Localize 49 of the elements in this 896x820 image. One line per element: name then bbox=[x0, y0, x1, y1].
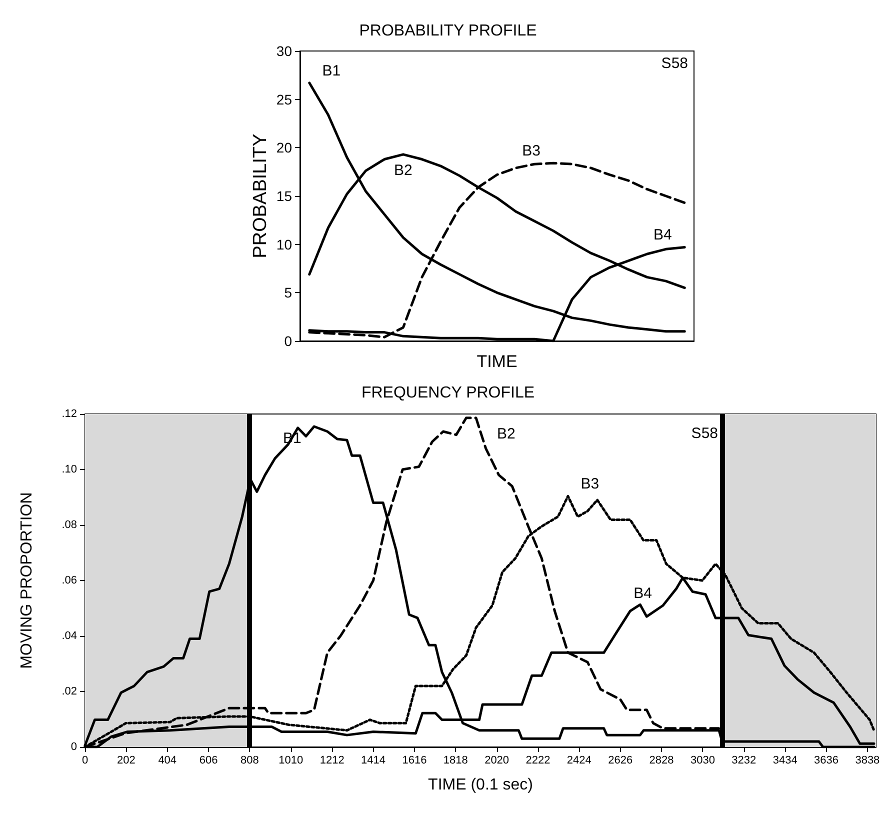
y-tick-label: 0 bbox=[284, 333, 292, 349]
x-tick-label: 0 bbox=[82, 754, 88, 766]
y-tick-label: .04 bbox=[62, 630, 77, 642]
y-tick-label: .02 bbox=[62, 686, 77, 698]
x-tick-label: 2424 bbox=[566, 754, 592, 766]
x-tick-label: 1010 bbox=[278, 754, 304, 766]
y-tick-label: 5 bbox=[284, 284, 292, 301]
x-axis-title: TIME (0.1 sec) bbox=[428, 776, 533, 794]
x-tick-label: 1414 bbox=[361, 754, 386, 766]
series-label: B2 bbox=[394, 162, 412, 179]
series-label: B2 bbox=[497, 425, 516, 442]
x-tick-label: 3838 bbox=[855, 754, 880, 766]
y-axis-title: PROBABILITY bbox=[250, 133, 271, 258]
series-label: B1 bbox=[322, 62, 341, 80]
chart-title: FREQUENCY PROFILE bbox=[361, 384, 535, 402]
x-tick-label: 1818 bbox=[443, 754, 468, 766]
y-tick-label: .08 bbox=[62, 519, 77, 531]
x-tick-label: 3434 bbox=[772, 754, 798, 766]
x-tick-label: 1212 bbox=[320, 754, 344, 766]
x-tick-label: 404 bbox=[158, 754, 177, 766]
x-axis-title: TIME bbox=[476, 352, 518, 371]
x-tick-label: 1616 bbox=[402, 754, 427, 766]
annotation: S58 bbox=[661, 55, 688, 72]
x-tick-label: 3232 bbox=[732, 754, 756, 766]
x-tick-label: 606 bbox=[199, 754, 218, 766]
x-tick-label: 808 bbox=[240, 754, 259, 766]
y-tick-label: 15 bbox=[276, 188, 292, 204]
x-tick-label: 2020 bbox=[484, 754, 510, 766]
series-label: B3 bbox=[580, 476, 600, 493]
annotation: S58 bbox=[691, 425, 718, 442]
x-tick-label: 2626 bbox=[608, 754, 633, 766]
y-tick-label: 30 bbox=[276, 43, 292, 59]
y-tick-label: .12 bbox=[62, 408, 77, 420]
y-tick-label: .10 bbox=[62, 464, 77, 476]
x-tick-label: 202 bbox=[117, 754, 136, 766]
y-tick-label: 20 bbox=[276, 140, 292, 156]
y-tick-label: .06 bbox=[62, 574, 77, 586]
y-axis-title: MOVING PROPORTION bbox=[18, 492, 36, 669]
series-label: B3 bbox=[522, 142, 540, 160]
y-tick-label: 0 bbox=[70, 741, 77, 753]
y-tick-label: 25 bbox=[276, 91, 292, 108]
x-tick-label: 2222 bbox=[526, 754, 550, 766]
series-label: B4 bbox=[634, 585, 652, 602]
x-tick-label: 2828 bbox=[649, 754, 674, 766]
chart-title: PROBABILITY PROFILE bbox=[359, 22, 537, 40]
x-tick-label: 3636 bbox=[814, 754, 838, 766]
y-tick-label: 10 bbox=[276, 236, 292, 252]
x-tick-label: 3030 bbox=[690, 754, 715, 766]
series-label: B4 bbox=[653, 226, 672, 244]
